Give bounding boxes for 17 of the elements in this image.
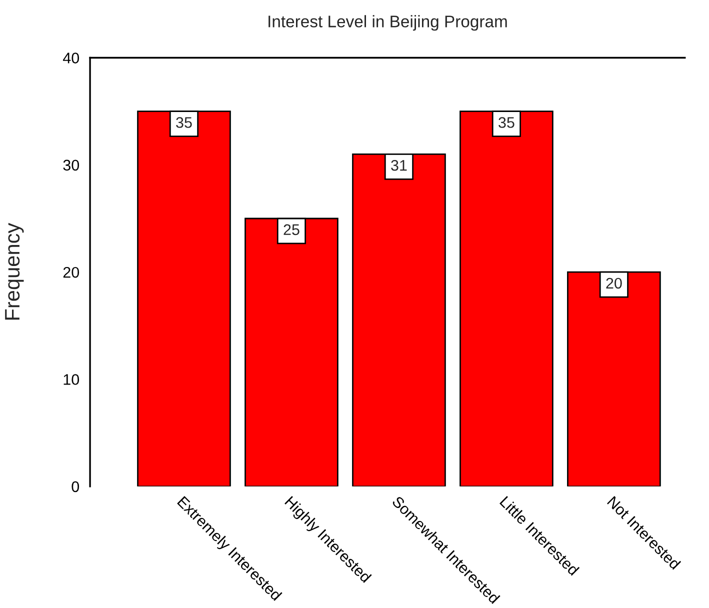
bar: [567, 271, 661, 486]
y-axis-title: Frequency: [5, 222, 24, 320]
data-label: 35: [176, 117, 192, 128]
y-tick-label: 10: [64, 374, 80, 385]
bar: [137, 110, 231, 486]
y-tick-label: 40: [62, 52, 80, 64]
chart-title: Interest Level in Beijing Program: [268, 15, 507, 31]
data-label: 31: [391, 160, 407, 171]
bar: [244, 218, 338, 486]
data-label: 35: [498, 117, 514, 128]
bar: [460, 110, 554, 486]
y-tick-label: 20: [63, 266, 80, 278]
y-tick-label: 30: [63, 160, 80, 171]
y-tick-label: 0: [72, 481, 80, 492]
data-label: 20: [606, 278, 622, 289]
bar: [352, 154, 446, 486]
data-label: 25: [284, 224, 300, 236]
